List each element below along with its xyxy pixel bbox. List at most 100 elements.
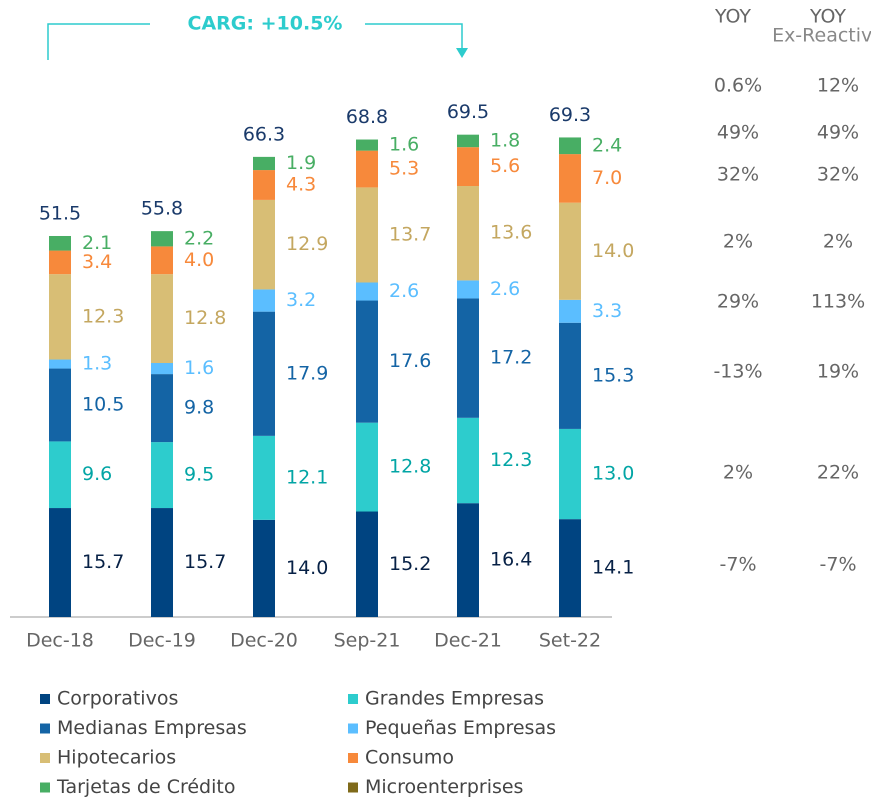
bar-segment [151, 274, 173, 363]
data-label: 17.9 [286, 362, 328, 384]
bar-segment [253, 156, 275, 171]
bar-segment [151, 374, 173, 443]
total-label: 66.3 [243, 123, 285, 145]
yoy-value: 2% [723, 231, 753, 253]
bar-segment [559, 202, 581, 300]
data-label: 9.8 [184, 397, 214, 419]
yoy-value: 32% [717, 164, 759, 186]
bar-segment [49, 274, 71, 360]
data-label: 13.0 [592, 463, 634, 485]
data-label: 16.4 [490, 549, 532, 571]
bracket [365, 23, 463, 50]
x-tick-label: Dec-19 [128, 630, 196, 652]
legend-label: Corporativos [57, 688, 178, 710]
bar-segment [253, 199, 275, 290]
bar-segment [559, 519, 581, 617]
yoy-value: -7% [720, 554, 757, 576]
yoy-value: 2% [723, 462, 753, 484]
bar-segment [356, 422, 378, 512]
bar-segment [49, 250, 71, 275]
total-label: 51.5 [39, 202, 81, 224]
data-label: 7.0 [592, 167, 622, 189]
data-label: 13.6 [490, 222, 532, 244]
data-label: 4.0 [184, 249, 214, 271]
total-label: 69.5 [447, 101, 489, 123]
data-label: 5.6 [490, 155, 520, 177]
data-label: 12.9 [286, 233, 328, 255]
total-label: 68.8 [346, 106, 388, 128]
yoy-value: -13% [713, 361, 762, 383]
data-label: 2.2 [184, 227, 214, 249]
data-label: 5.3 [389, 158, 419, 180]
x-tick-label: Dec-21 [434, 630, 502, 652]
bar-segment [457, 186, 479, 281]
total-label: 69.3 [549, 104, 591, 126]
data-label: 12.8 [184, 307, 226, 329]
yoy-header: YOY [714, 6, 751, 28]
cagr-annotation: CARG: +10.5% [188, 13, 343, 35]
data-label: 15.2 [389, 553, 431, 575]
x-tick-label: Dec-20 [230, 630, 298, 652]
bar-segment [151, 508, 173, 617]
yoy-value: 29% [717, 291, 759, 313]
yoy-value: -7% [820, 554, 857, 576]
bar-segment [559, 322, 581, 429]
data-label: 12.1 [286, 466, 328, 488]
legend-label: Grandes Empresas [365, 688, 544, 710]
bar-segment [457, 280, 479, 299]
data-label: 14.0 [286, 557, 328, 579]
x-tick-label: Set-22 [539, 630, 601, 652]
yoy-value: 19% [817, 361, 859, 383]
legend-label: Medianas Empresas [57, 717, 247, 739]
data-label: 3.4 [82, 251, 112, 273]
legend-swatch [40, 723, 50, 734]
yoy-value: 49% [817, 122, 859, 144]
bar-segment [457, 503, 479, 617]
legend-label: Microenterprises [365, 776, 523, 798]
yoy-value: 12% [817, 75, 859, 97]
bracket [47, 23, 150, 60]
bar-segment [253, 519, 275, 617]
bar-segment [151, 246, 173, 275]
bar-segment [49, 508, 71, 617]
data-label: 1.6 [184, 357, 214, 379]
bar-segment [49, 368, 71, 442]
data-label: 1.8 [490, 129, 520, 151]
x-tick-label: Dec-18 [26, 630, 94, 652]
bar-segment [253, 170, 275, 200]
bar-segment [253, 311, 275, 436]
yoy-value: 0.6% [714, 75, 762, 97]
bar-segment [151, 442, 173, 509]
legend-swatch [348, 753, 358, 763]
data-label: 3.2 [286, 289, 316, 311]
arrow-head [456, 48, 468, 58]
data-label: 15.7 [184, 551, 226, 573]
yoy-subheader: Ex-Reactiva [772, 25, 871, 47]
yoy-header: YOY [809, 6, 846, 28]
data-label: 12.3 [82, 305, 124, 327]
bar-segment [457, 134, 479, 148]
data-label: 4.3 [286, 173, 316, 195]
data-label: 1.6 [389, 134, 419, 156]
bar-segment [253, 289, 275, 312]
bar-segment [457, 147, 479, 187]
bar-segment [49, 441, 71, 509]
data-label: 1.9 [286, 152, 316, 174]
bar-segment [356, 282, 378, 301]
data-label: 2.6 [389, 280, 419, 302]
yoy-value: 22% [817, 462, 859, 484]
data-label: 1.3 [82, 353, 112, 375]
bar-segment [151, 231, 173, 247]
bar-segment [559, 299, 581, 323]
legend-label: Tarjetas de Crédito [56, 776, 235, 798]
yoy-value: 32% [817, 164, 859, 186]
bar-segment [356, 139, 378, 151]
data-label: 17.2 [490, 347, 532, 369]
data-label: 12.3 [490, 449, 532, 471]
data-label: 14.1 [592, 557, 634, 579]
data-label: 2.1 [82, 232, 112, 254]
bar-segment [457, 298, 479, 418]
legend-swatch [40, 782, 50, 793]
bar-segment [253, 435, 275, 520]
data-label: 13.7 [389, 223, 431, 245]
